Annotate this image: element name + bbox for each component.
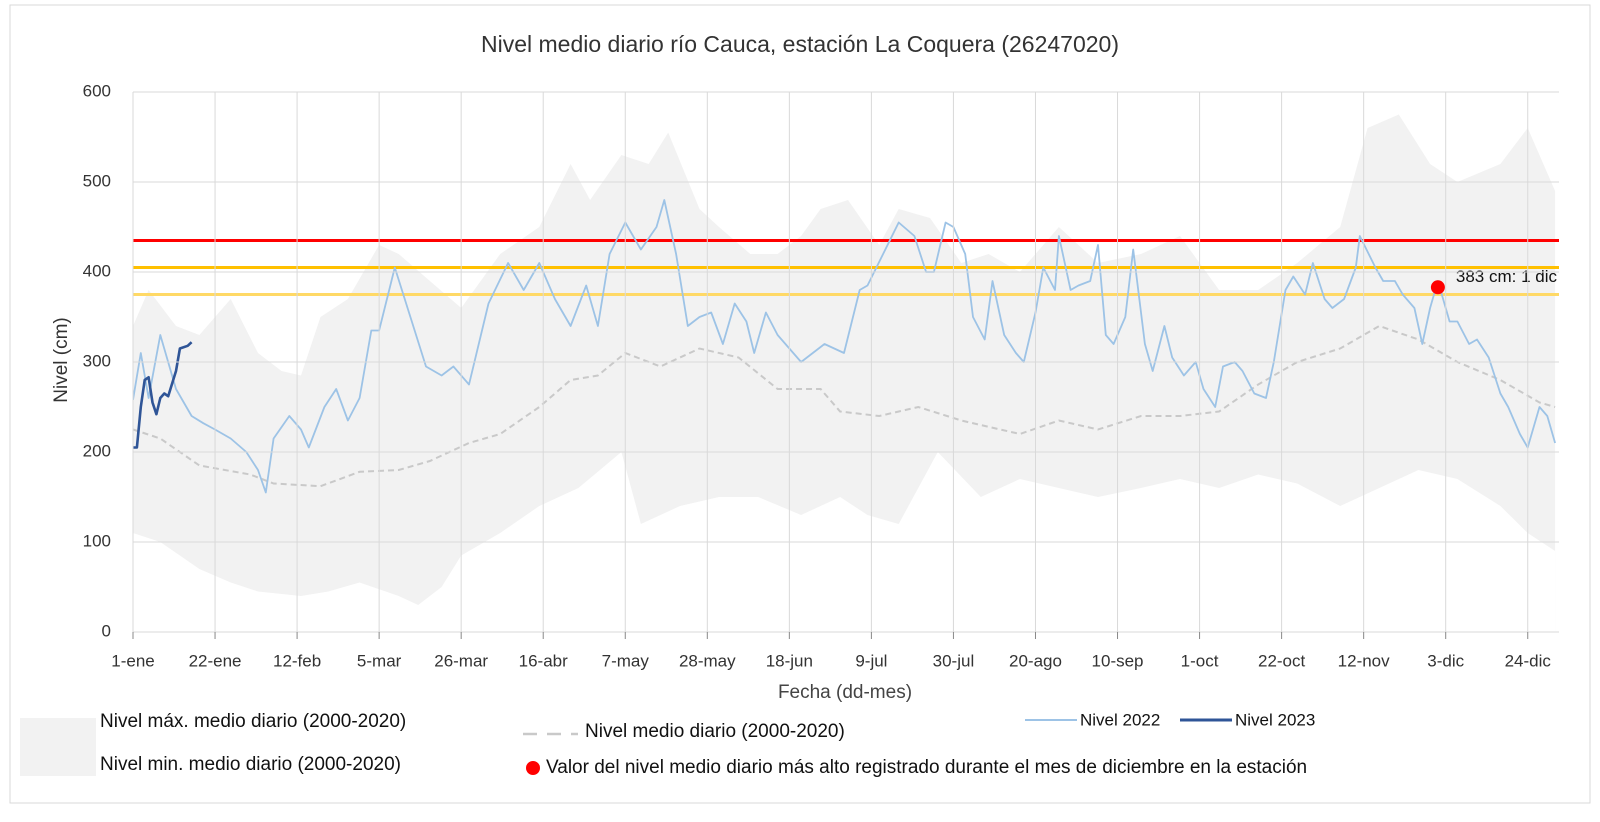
x-tick-label: 3-dic: [1427, 651, 1464, 670]
x-tick-label: 20-ago: [1009, 651, 1062, 670]
x-tick-label: 7-may: [602, 651, 650, 670]
x-tick-label: 18-jun: [766, 651, 813, 670]
legend-swatch: [526, 761, 540, 775]
x-tick-label: 22-ene: [189, 651, 242, 670]
x-tick-label: 24-dic: [1505, 651, 1552, 670]
annotation: 383 cm: 1 dic: [1456, 267, 1558, 286]
y-tick-label: 500: [83, 171, 111, 190]
x-tick-label: 26-mar: [434, 651, 488, 670]
x-tick-label: 5-mar: [357, 651, 402, 670]
y-tick-label: 100: [83, 531, 111, 550]
x-tick-label: 9-jul: [855, 651, 887, 670]
legend-label: Nivel medio diario (2000-2020): [585, 721, 845, 742]
highlight-point: [1430, 280, 1445, 295]
line: [133, 341, 193, 449]
y-tick-label: 200: [83, 441, 111, 460]
x-tick-label: 22-oct: [1258, 651, 1306, 670]
legend-label: Valor del nivel medio diario más alto re…: [546, 757, 1307, 778]
y-tick-label: 300: [83, 351, 111, 370]
y-axis-label: Nivel (cm): [51, 317, 72, 403]
x-tick-label: 1-oct: [1181, 651, 1219, 670]
x-tick-label: 12-feb: [273, 651, 321, 670]
y-tick-label: 0: [102, 621, 111, 640]
y-tick-label: 600: [83, 81, 111, 100]
x-tick-label: 1-ene: [111, 651, 154, 670]
y-tick-label: 400: [83, 261, 111, 280]
legend-swatch: [20, 718, 96, 776]
x-tick-label: 30-jul: [933, 651, 975, 670]
legend-label: Nivel 2023: [1235, 710, 1315, 729]
line: [133, 199, 1556, 494]
x-axis-label: Fecha (dd-mes): [778, 682, 912, 703]
x-tick-label: 28-may: [679, 651, 736, 670]
chart-title: Nivel medio diario río Cauca, estación L…: [481, 31, 1119, 57]
x-tick-label: 10-sep: [1092, 651, 1144, 670]
legend-label: Nivel máx. medio diario (2000-2020): [100, 711, 406, 732]
x-tick-label: 16-abr: [519, 651, 568, 670]
legend-label: Nivel min. medio diario (2000-2020): [100, 754, 401, 775]
legend-label: Nivel 2022: [1080, 710, 1160, 729]
x-tick-label: 12-nov: [1338, 651, 1390, 670]
